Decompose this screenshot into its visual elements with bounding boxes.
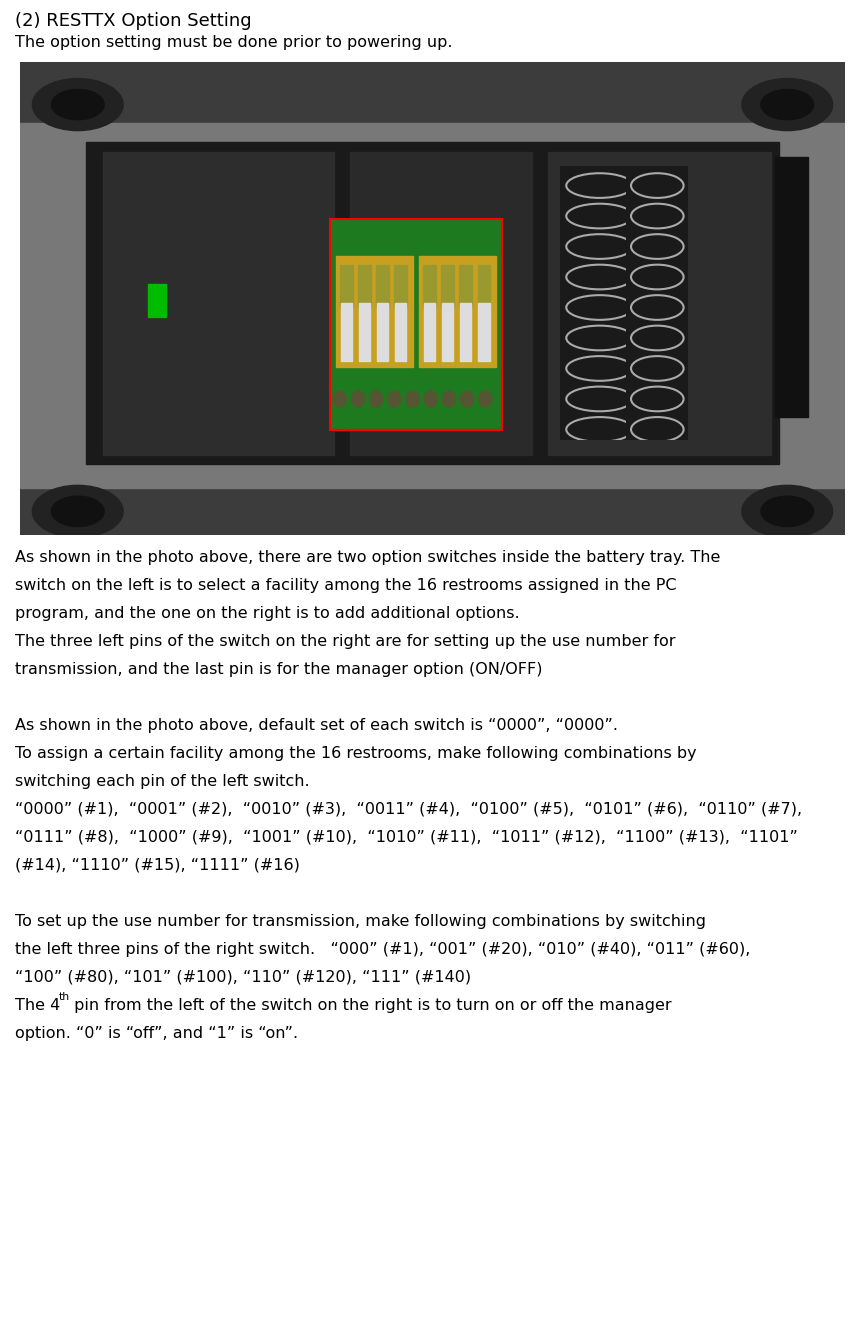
Circle shape: [424, 391, 438, 407]
Bar: [358, 265, 371, 308]
Bar: [336, 256, 413, 367]
Text: pin from the left of the switch on the right is to turn on or off the manager: pin from the left of the switch on the r…: [69, 998, 671, 1013]
Circle shape: [51, 89, 104, 120]
Text: As shown in the photo above, there are two option switches inside the battery tr: As shown in the photo above, there are t…: [15, 551, 721, 565]
Bar: [420, 256, 496, 367]
Bar: [441, 265, 454, 308]
Text: switch on the left is to select a facility among the 16 restrooms assigned in th: switch on the left is to select a facili…: [15, 579, 676, 593]
Circle shape: [761, 89, 814, 120]
Circle shape: [406, 391, 420, 407]
Circle shape: [333, 391, 346, 407]
Bar: [20, 63, 845, 124]
Text: To set up the use number for transmission, make following combinations by switch: To set up the use number for transmissio…: [15, 914, 706, 929]
Circle shape: [460, 391, 474, 407]
Text: To assign a certain facility among the 16 restrooms, make following combinations: To assign a certain facility among the 1…: [15, 746, 696, 761]
Text: th: th: [59, 992, 70, 1002]
Text: transmission, and the last pin is for the manager option (ON/OFF): transmission, and the last pin is for th…: [15, 663, 542, 677]
Circle shape: [32, 79, 123, 131]
Bar: [395, 303, 407, 361]
Bar: [377, 303, 388, 361]
Text: The 4: The 4: [15, 998, 61, 1013]
Circle shape: [761, 496, 814, 527]
Text: “0000” (#1),  “0001” (#2),  “0010” (#3),  “0011” (#4),  “0100” (#5),  “0101” (#6: “0000” (#1), “0001” (#2), “0010” (#3), “…: [15, 802, 802, 817]
Circle shape: [369, 391, 382, 407]
Bar: [102, 152, 334, 455]
Circle shape: [742, 79, 833, 131]
Bar: [775, 156, 808, 417]
Text: (2) RESTTX Option Setting: (2) RESTTX Option Setting: [15, 12, 252, 31]
Bar: [20, 124, 845, 488]
Circle shape: [32, 485, 123, 537]
Text: option. “0” is “off”, and “1” is “on”.: option. “0” is “off”, and “1” is “on”.: [15, 1026, 298, 1041]
Circle shape: [442, 391, 456, 407]
Circle shape: [51, 496, 104, 527]
Text: “0111” (#8),  “1000” (#9),  “1001” (#10),  “1010” (#11),  “1011” (#12),  “1100” : “0111” (#8), “1000” (#9), “1001” (#10), …: [15, 830, 798, 845]
Bar: [359, 303, 370, 361]
Bar: [424, 303, 435, 361]
Bar: [478, 303, 490, 361]
Bar: [442, 303, 453, 361]
Bar: [460, 303, 471, 361]
Bar: [459, 265, 472, 308]
Text: (#14), “1110” (#15), “1111” (#16): (#14), “1110” (#15), “1111” (#16): [15, 858, 300, 873]
Bar: [86, 143, 779, 464]
Bar: [350, 152, 531, 455]
Text: “100” (#80), “101” (#100), “110” (#120), “111” (#140): “100” (#80), “101” (#100), “110” (#120),…: [15, 970, 471, 985]
Bar: [340, 265, 353, 308]
Bar: [394, 265, 407, 308]
Bar: [341, 303, 352, 361]
Text: program, and the one on the right is to add additional options.: program, and the one on the right is to …: [15, 607, 520, 621]
Circle shape: [388, 391, 400, 407]
Circle shape: [478, 391, 492, 407]
Text: As shown in the photo above, default set of each switch is “0000”, “0000”.: As shown in the photo above, default set…: [15, 718, 618, 733]
Bar: [423, 265, 436, 308]
Circle shape: [351, 391, 364, 407]
Text: switching each pin of the left switch.: switching each pin of the left switch.: [15, 774, 310, 789]
Text: The three left pins of the switch on the right are for setting up the use number: The three left pins of the switch on the…: [15, 635, 676, 649]
Bar: [148, 284, 166, 317]
Bar: [376, 265, 389, 308]
Bar: [477, 265, 490, 308]
Text: The option setting must be done prior to powering up.: The option setting must be done prior to…: [15, 35, 452, 51]
Circle shape: [742, 485, 833, 537]
Text: the left three pins of the right switch.   “000” (#1), “001” (#20), “010” (#40),: the left three pins of the right switch.…: [15, 942, 750, 957]
Bar: [548, 152, 771, 455]
Bar: [20, 488, 845, 535]
